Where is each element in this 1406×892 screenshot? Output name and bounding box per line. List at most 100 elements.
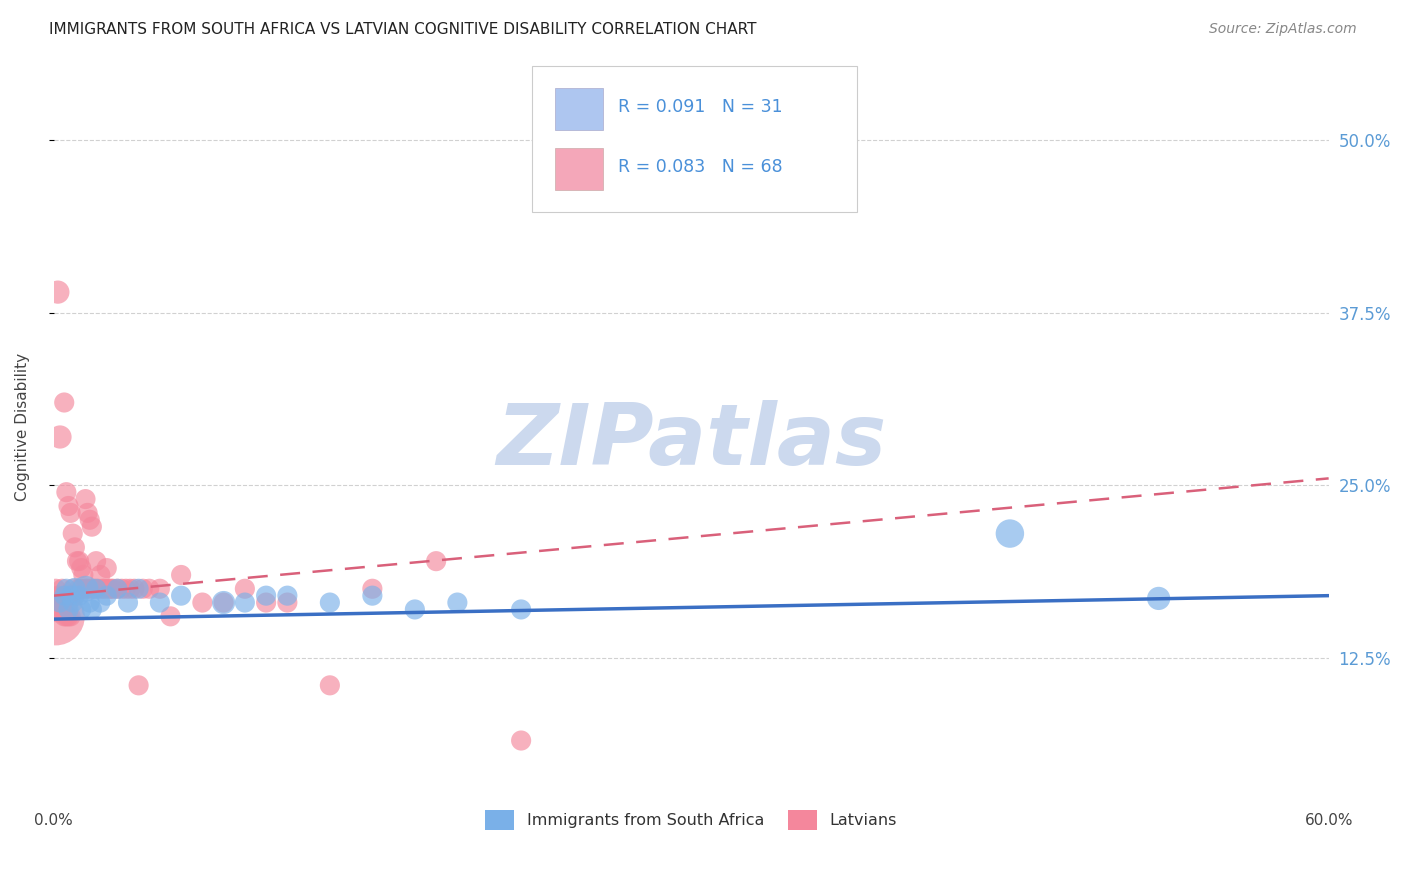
Point bbox=[53, 589, 76, 603]
Legend: Immigrants from South Africa, Latvians: Immigrants from South Africa, Latvians bbox=[479, 804, 904, 836]
Point bbox=[149, 582, 172, 596]
Point bbox=[87, 582, 110, 596]
Point bbox=[446, 596, 468, 610]
FancyBboxPatch shape bbox=[531, 66, 856, 212]
Point bbox=[361, 589, 384, 603]
Point bbox=[75, 582, 97, 596]
Point bbox=[63, 541, 86, 555]
Point bbox=[46, 602, 69, 616]
Point bbox=[100, 582, 122, 596]
Point bbox=[276, 589, 298, 603]
Text: R = 0.091   N = 31: R = 0.091 N = 31 bbox=[619, 98, 783, 116]
Point bbox=[159, 609, 181, 624]
Point bbox=[128, 678, 150, 692]
Point bbox=[53, 395, 76, 409]
Point bbox=[46, 589, 69, 603]
Point bbox=[97, 582, 120, 596]
Point bbox=[62, 596, 84, 610]
Point bbox=[62, 582, 84, 596]
Point bbox=[59, 506, 82, 520]
Point bbox=[212, 596, 235, 610]
FancyBboxPatch shape bbox=[555, 88, 603, 129]
Point bbox=[105, 582, 128, 596]
Point bbox=[361, 582, 384, 596]
Point bbox=[96, 561, 118, 575]
Point bbox=[72, 568, 94, 582]
FancyBboxPatch shape bbox=[555, 148, 603, 190]
Point bbox=[45, 582, 67, 596]
Point bbox=[128, 582, 150, 596]
Point bbox=[212, 596, 235, 610]
Point bbox=[53, 609, 76, 624]
Point bbox=[70, 582, 93, 596]
Point bbox=[233, 596, 256, 610]
Point bbox=[132, 582, 155, 596]
Point bbox=[58, 499, 80, 513]
Point bbox=[62, 526, 84, 541]
Point bbox=[254, 596, 277, 610]
Point bbox=[58, 602, 80, 616]
Point bbox=[63, 589, 86, 603]
Point bbox=[319, 596, 342, 610]
Point bbox=[75, 492, 97, 507]
Point bbox=[55, 582, 77, 596]
Point bbox=[79, 596, 101, 610]
Point bbox=[76, 506, 98, 520]
Point bbox=[55, 609, 77, 624]
Point bbox=[110, 582, 132, 596]
Point bbox=[170, 589, 193, 603]
Point bbox=[49, 430, 72, 444]
Point bbox=[117, 596, 139, 610]
Point bbox=[96, 589, 118, 603]
Point bbox=[233, 582, 256, 596]
Text: IMMIGRANTS FROM SOUTH AFRICA VS LATVIAN COGNITIVE DISABILITY CORRELATION CHART: IMMIGRANTS FROM SOUTH AFRICA VS LATVIAN … bbox=[49, 22, 756, 37]
Point bbox=[425, 554, 447, 568]
Point bbox=[76, 582, 98, 596]
Point bbox=[149, 596, 172, 610]
Point bbox=[66, 554, 89, 568]
Point bbox=[319, 678, 342, 692]
Point bbox=[510, 733, 533, 747]
Point bbox=[93, 582, 115, 596]
Point bbox=[83, 582, 105, 596]
Point bbox=[75, 582, 97, 596]
Point bbox=[138, 582, 160, 596]
Point bbox=[254, 589, 277, 603]
Point bbox=[120, 582, 142, 596]
Point bbox=[55, 485, 77, 500]
Point bbox=[67, 589, 90, 603]
Point bbox=[84, 582, 107, 596]
Text: Source: ZipAtlas.com: Source: ZipAtlas.com bbox=[1209, 22, 1357, 37]
Point bbox=[58, 609, 80, 624]
Point bbox=[67, 582, 90, 596]
Point bbox=[58, 596, 80, 610]
Point bbox=[55, 589, 77, 603]
Point bbox=[45, 609, 67, 624]
Point bbox=[80, 602, 103, 616]
Point bbox=[59, 609, 82, 624]
Point bbox=[51, 602, 73, 616]
Point bbox=[101, 582, 124, 596]
Point bbox=[63, 582, 86, 596]
Point bbox=[59, 589, 82, 603]
Point bbox=[89, 568, 111, 582]
Point bbox=[67, 554, 90, 568]
Point bbox=[53, 596, 76, 610]
Point bbox=[49, 596, 72, 610]
Point bbox=[191, 596, 214, 610]
Point bbox=[115, 582, 138, 596]
Point bbox=[998, 526, 1021, 541]
Point bbox=[1147, 591, 1170, 606]
Text: R = 0.083   N = 68: R = 0.083 N = 68 bbox=[619, 158, 783, 177]
Text: ZIPatlas: ZIPatlas bbox=[496, 401, 886, 483]
Point bbox=[84, 554, 107, 568]
Y-axis label: Cognitive Disability: Cognitive Disability bbox=[15, 352, 30, 500]
Point bbox=[510, 602, 533, 616]
Point bbox=[70, 561, 93, 575]
Point bbox=[91, 582, 114, 596]
Point bbox=[404, 602, 426, 616]
Point bbox=[89, 596, 111, 610]
Point bbox=[276, 596, 298, 610]
Point bbox=[105, 582, 128, 596]
Point bbox=[80, 582, 103, 596]
